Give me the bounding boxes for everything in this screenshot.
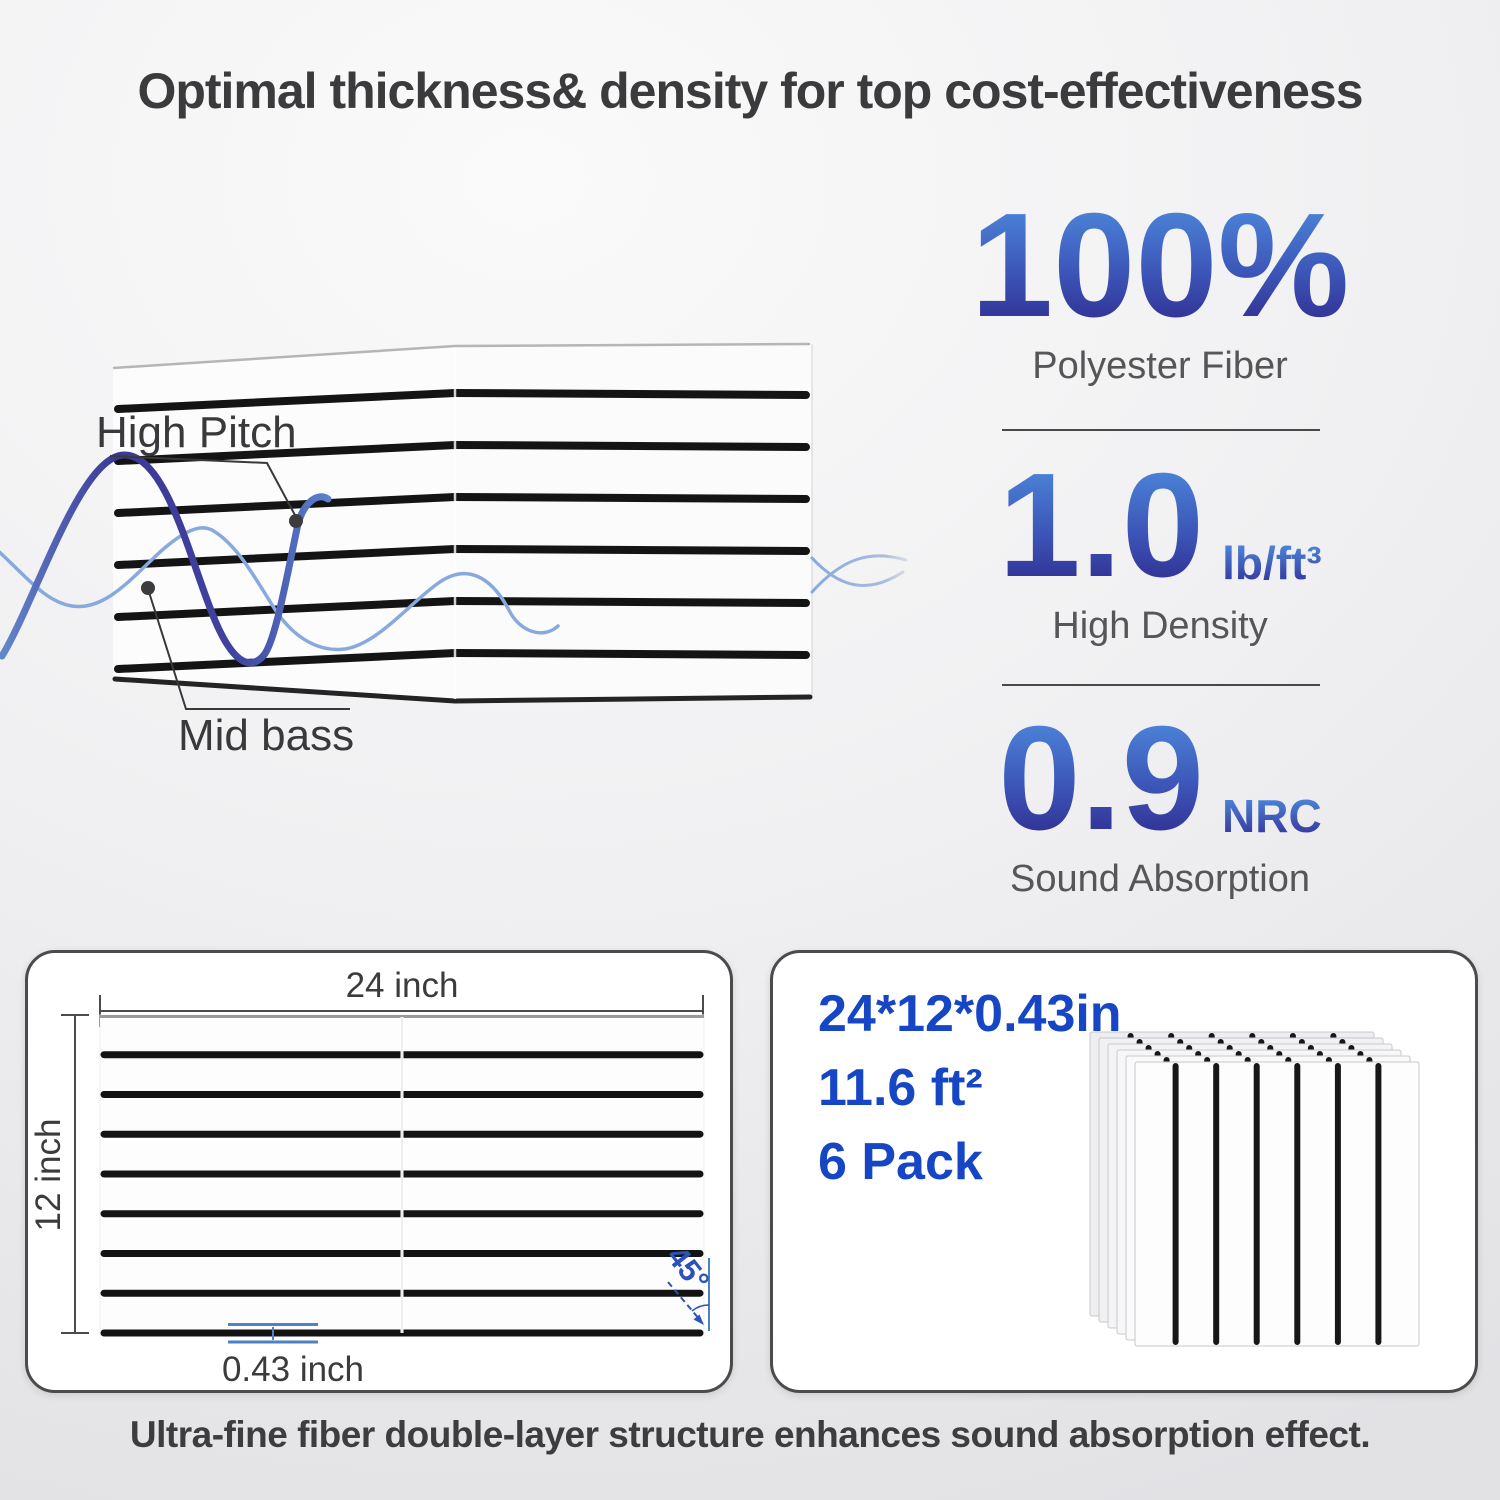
high-pitch-label: High Pitch bbox=[96, 408, 297, 457]
pack-size-line: 24*12*0.43in bbox=[818, 985, 1122, 1043]
panel-stack-image bbox=[1075, 1029, 1431, 1351]
thickness-label: 0.43 inch bbox=[222, 1350, 364, 1389]
stat-polyester: 100% Polyester Fiber bbox=[945, 192, 1375, 388]
panel-front-view bbox=[99, 1014, 705, 1337]
height-dimension-label: 12 inch bbox=[29, 1119, 68, 1232]
stat-density-value: 1.0 bbox=[998, 443, 1205, 608]
stat-density-label: High Density bbox=[1052, 605, 1268, 647]
panel-grooves-left bbox=[114, 389, 459, 673]
sound-wave-exit-tail bbox=[810, 554, 908, 594]
panel-bottom-edge bbox=[112, 676, 813, 704]
stat-polyester-label: Polyester Fiber bbox=[1032, 345, 1288, 387]
dimension-card: 24 inch 12 inch bbox=[25, 950, 733, 1393]
height-dimension-line bbox=[61, 1014, 89, 1334]
pack-area-line: 11.6 ft² bbox=[818, 1059, 983, 1117]
mid-bass-callout-line bbox=[147, 588, 350, 710]
high-pitch-callout-line bbox=[109, 455, 297, 518]
stat-nrc-value: 0.9 bbox=[998, 696, 1205, 861]
stat-density: 1.0 lb/ft³ High Density bbox=[945, 452, 1375, 648]
stats-divider-2 bbox=[1002, 684, 1320, 686]
panel-grooves-right bbox=[451, 389, 810, 659]
stat-nrc-label: Sound Absorption bbox=[1009, 858, 1310, 900]
pack-count-line: 6 Pack bbox=[818, 1133, 983, 1191]
bottom-caption: Ultra-fine fiber double-layer structure … bbox=[129, 1414, 1371, 1455]
dimension-diagram: 24 inch 12 inch bbox=[29, 966, 716, 1389]
high-pitch-point bbox=[289, 514, 303, 528]
stat-density-unit: lb/ft³ bbox=[1222, 537, 1322, 589]
acoustic-panel-3d bbox=[112, 342, 813, 704]
width-dimension-label: 24 inch bbox=[346, 966, 459, 1005]
panel-top-edge bbox=[112, 342, 811, 370]
page-title: Optimal thickness& density for top cost-… bbox=[137, 63, 1363, 119]
sound-wave-high-pitch bbox=[0, 451, 332, 667]
pack-spec-text: 24*12*0.43in 11.6 ft² 6 Pack bbox=[818, 977, 1122, 1199]
thickness-marks bbox=[228, 1323, 318, 1344]
stats-divider-1 bbox=[1002, 429, 1320, 431]
pack-card: 24*12*0.43in 11.6 ft² 6 Pack bbox=[770, 950, 1478, 1393]
stat-nrc-unit: NRC bbox=[1222, 790, 1322, 842]
mid-bass-label: Mid bass bbox=[178, 711, 354, 760]
stat-polyester-value: 100% bbox=[970, 183, 1350, 348]
mid-bass-point bbox=[141, 581, 155, 595]
panel-3d-illustration: High Pitch Mid bass bbox=[0, 342, 908, 760]
stat-nrc: 0.9 NRC Sound Absorption bbox=[945, 705, 1375, 901]
